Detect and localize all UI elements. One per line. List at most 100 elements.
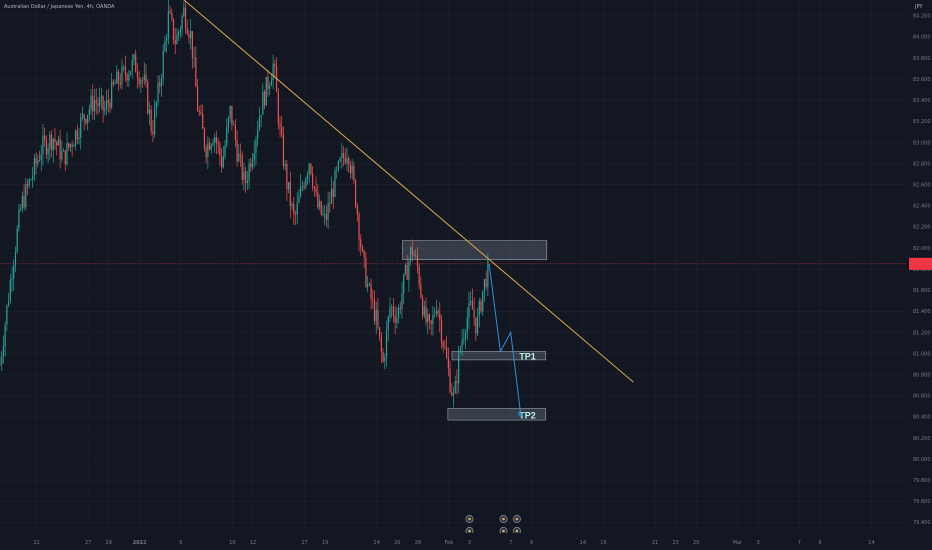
candle-body: [451, 391, 453, 396]
candle-body: [97, 103, 99, 106]
candle-body: [26, 183, 29, 186]
candle-body: [245, 171, 247, 183]
chart-grid: [0, 0, 906, 533]
candle-body: [382, 352, 384, 362]
target-label-tp1: TP1: [519, 352, 536, 362]
candle-body: [358, 214, 360, 240]
candle-body: [121, 66, 123, 85]
candle-body: [305, 178, 307, 188]
candle-body: [21, 196, 23, 209]
candle-body: [18, 209, 20, 229]
price-tick-label: 83.400: [913, 98, 931, 104]
candle-body: [45, 139, 47, 155]
candle-body: [408, 261, 410, 280]
candle-body: [123, 66, 125, 68]
candle-body: [37, 160, 39, 164]
candle-body: [334, 170, 336, 197]
candle-body: [342, 152, 345, 158]
candle-body: [4, 324, 6, 347]
candle-body: [133, 54, 135, 61]
event-markers[interactable]: [465, 515, 521, 535]
candle-body: [392, 306, 394, 316]
candle-body: [281, 127, 283, 135]
candle-body: [234, 124, 236, 141]
candle-body: [145, 74, 147, 82]
candle-body: [238, 153, 240, 162]
candle-body: [243, 171, 245, 180]
candle-body: [286, 163, 288, 190]
candle-body: [196, 86, 199, 111]
event-dot-icon: [502, 517, 505, 521]
candle-body: [140, 79, 142, 84]
target-zone-tp1: [451, 351, 547, 361]
candle-body: [325, 213, 327, 220]
candle-body: [183, 7, 185, 17]
candle-body: [401, 293, 403, 310]
candle-body: [33, 158, 35, 176]
candle-body: [93, 100, 96, 112]
candle-body: [458, 350, 460, 384]
time-tick-label: 2022: [133, 540, 147, 546]
candle-body: [389, 307, 391, 317]
candle-body: [327, 202, 329, 220]
candle-body: [442, 341, 444, 347]
candle-body: [300, 186, 302, 197]
candle-body: [430, 320, 432, 325]
candle-body: [74, 130, 77, 146]
projection-path: [488, 263, 522, 417]
candle-body: [427, 314, 429, 323]
candle-body: [409, 247, 412, 262]
price-axis[interactable]: 84.200 84.000 83.800 83.600 83.400 83.200 83.0…: [906, 0, 932, 550]
candle-body: [83, 114, 85, 120]
price-tick-label: 81.400: [913, 309, 931, 315]
candle-body: [413, 254, 415, 256]
candle-body: [255, 138, 257, 154]
candle-body: [332, 188, 334, 197]
candle-body: [339, 158, 341, 162]
event-dot-icon: [468, 517, 471, 521]
candle-body: [42, 135, 44, 155]
candle-body: [64, 150, 66, 165]
candle-body: [418, 266, 420, 285]
candle-body: [193, 57, 195, 59]
candle-body: [129, 71, 132, 75]
candle-body: [78, 137, 80, 139]
price-tick-label: 84.000: [913, 35, 931, 41]
candle-body: [99, 99, 101, 106]
candle-body: [399, 307, 401, 310]
candle-body: [147, 81, 149, 114]
price-tick-label: 80.200: [913, 436, 931, 442]
candle-body: [258, 117, 260, 131]
candle-body: [49, 134, 51, 149]
candle-body: [356, 205, 358, 215]
candle-body: [54, 138, 56, 143]
candle-body: [236, 140, 238, 162]
time-axis[interactable]: 22 27 29 2022 5 10 12 17 19 24 26 28 Feb 3 7 9 14 16 21 23 2…: [0, 533, 932, 550]
price-tick-label: 79.400: [913, 520, 931, 526]
candle-body: [454, 381, 456, 393]
candle-body: [88, 109, 90, 116]
candle-body: [9, 280, 11, 302]
candle-body: [71, 144, 73, 147]
price-tick-label: 81.200: [913, 330, 931, 336]
time-tick-label: 23: [672, 540, 678, 546]
time-tick-label: 19: [322, 540, 328, 546]
candle-body: [284, 163, 286, 166]
candle-body: [324, 213, 326, 215]
candle-body: [126, 74, 128, 81]
price-tick-label: 82.600: [913, 183, 931, 189]
candle-body: [341, 152, 343, 159]
candle-body: [212, 142, 214, 146]
candle-body: [104, 109, 106, 111]
candle-body: [116, 71, 118, 84]
candle-body: [380, 336, 382, 353]
candle-body: [164, 40, 166, 52]
candle-body: [306, 174, 309, 179]
candle-body: [298, 196, 300, 203]
time-tick-label: 29: [106, 540, 112, 546]
candle-body: [265, 76, 267, 106]
candle-body: [348, 158, 350, 165]
time-tick-label: 3: [756, 540, 759, 546]
candle-body: [81, 114, 84, 118]
